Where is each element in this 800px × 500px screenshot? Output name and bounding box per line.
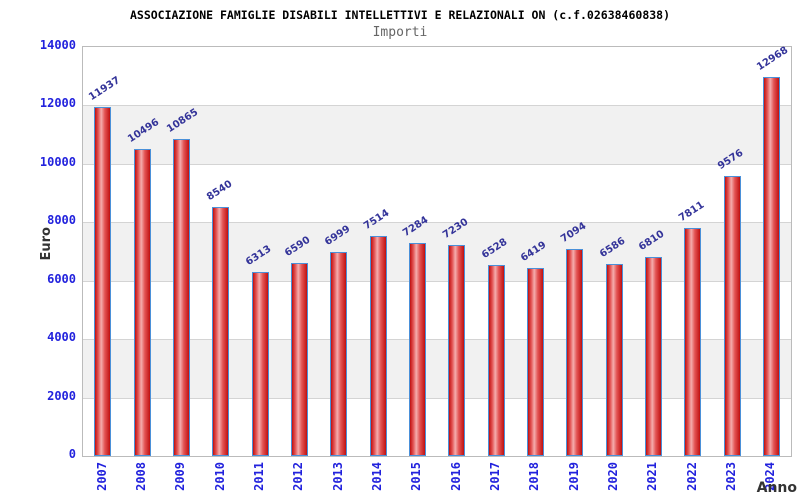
y-tick-label: 2000	[47, 388, 76, 403]
bar	[290, 263, 308, 456]
y-tick-label: 14000	[39, 38, 76, 52]
bar	[566, 248, 584, 456]
plot-area: 11937 10496 10865 8540 6313 6590 6999 7514 7284 7…	[82, 45, 792, 457]
bar	[133, 149, 151, 456]
x-tick-label: 2013	[330, 462, 345, 491]
y-tick-label: 10000	[39, 154, 76, 169]
y-tick-label: 8000	[47, 213, 76, 228]
bar	[526, 268, 544, 456]
gridline	[83, 397, 791, 399]
x-tick-label: 2019	[566, 462, 581, 491]
bar	[212, 206, 230, 456]
bar	[605, 263, 623, 456]
grid-band	[83, 163, 791, 223]
gridline	[83, 222, 791, 224]
x-tick-label: 2008	[134, 462, 148, 491]
bar	[684, 227, 702, 456]
y-tick-label: 0	[68, 447, 76, 461]
bar	[762, 77, 780, 456]
gridline	[83, 105, 791, 107]
x-tick-label: 2011	[252, 462, 266, 491]
bar	[172, 138, 190, 456]
bar	[644, 257, 662, 456]
grid-band	[83, 222, 791, 281]
x-tick-label: 2007	[94, 462, 109, 491]
x-tick-label: 2017	[488, 462, 502, 491]
y-tick-label: 12000	[39, 96, 76, 111]
chart-title: ASSOCIAZIONE FAMIGLIE DISABILI INTELLETT…	[129, 8, 671, 22]
y-tick-label: 4000	[47, 330, 76, 345]
x-tick-label: 2023	[724, 462, 738, 491]
bar	[251, 271, 269, 456]
grid-band	[83, 47, 791, 106]
x-axis-title: Anno	[756, 480, 797, 496]
x-tick-label: 2018	[527, 462, 542, 491]
bar	[369, 236, 387, 456]
x-tick-label: 2010	[212, 462, 227, 491]
bar	[723, 176, 741, 456]
x-tick-label: 2012	[291, 462, 306, 491]
grid-band	[83, 105, 791, 164]
gridline	[83, 339, 791, 341]
chart-subtitle: Importi	[372, 25, 428, 40]
y-axis-title: Euro	[39, 227, 54, 261]
x-tick-label: 2014	[370, 462, 384, 491]
bar	[448, 244, 466, 456]
gridline	[83, 280, 791, 282]
x-tick-label: 2015	[409, 462, 424, 491]
grid-band	[83, 339, 791, 398]
x-tick-label: 2016	[448, 462, 463, 491]
grid-band	[83, 397, 791, 456]
x-tick-label: 2020	[606, 462, 620, 491]
bar	[408, 243, 426, 456]
x-tick-label: 2022	[684, 462, 699, 491]
x-tick-label: 2009	[173, 462, 188, 491]
y-tick-label: 6000	[47, 271, 76, 286]
bar	[487, 265, 505, 456]
bar	[330, 251, 348, 456]
grid-band	[83, 280, 791, 340]
gridline	[83, 163, 791, 165]
bar	[94, 107, 112, 456]
x-tick-label: 2021	[645, 462, 660, 491]
